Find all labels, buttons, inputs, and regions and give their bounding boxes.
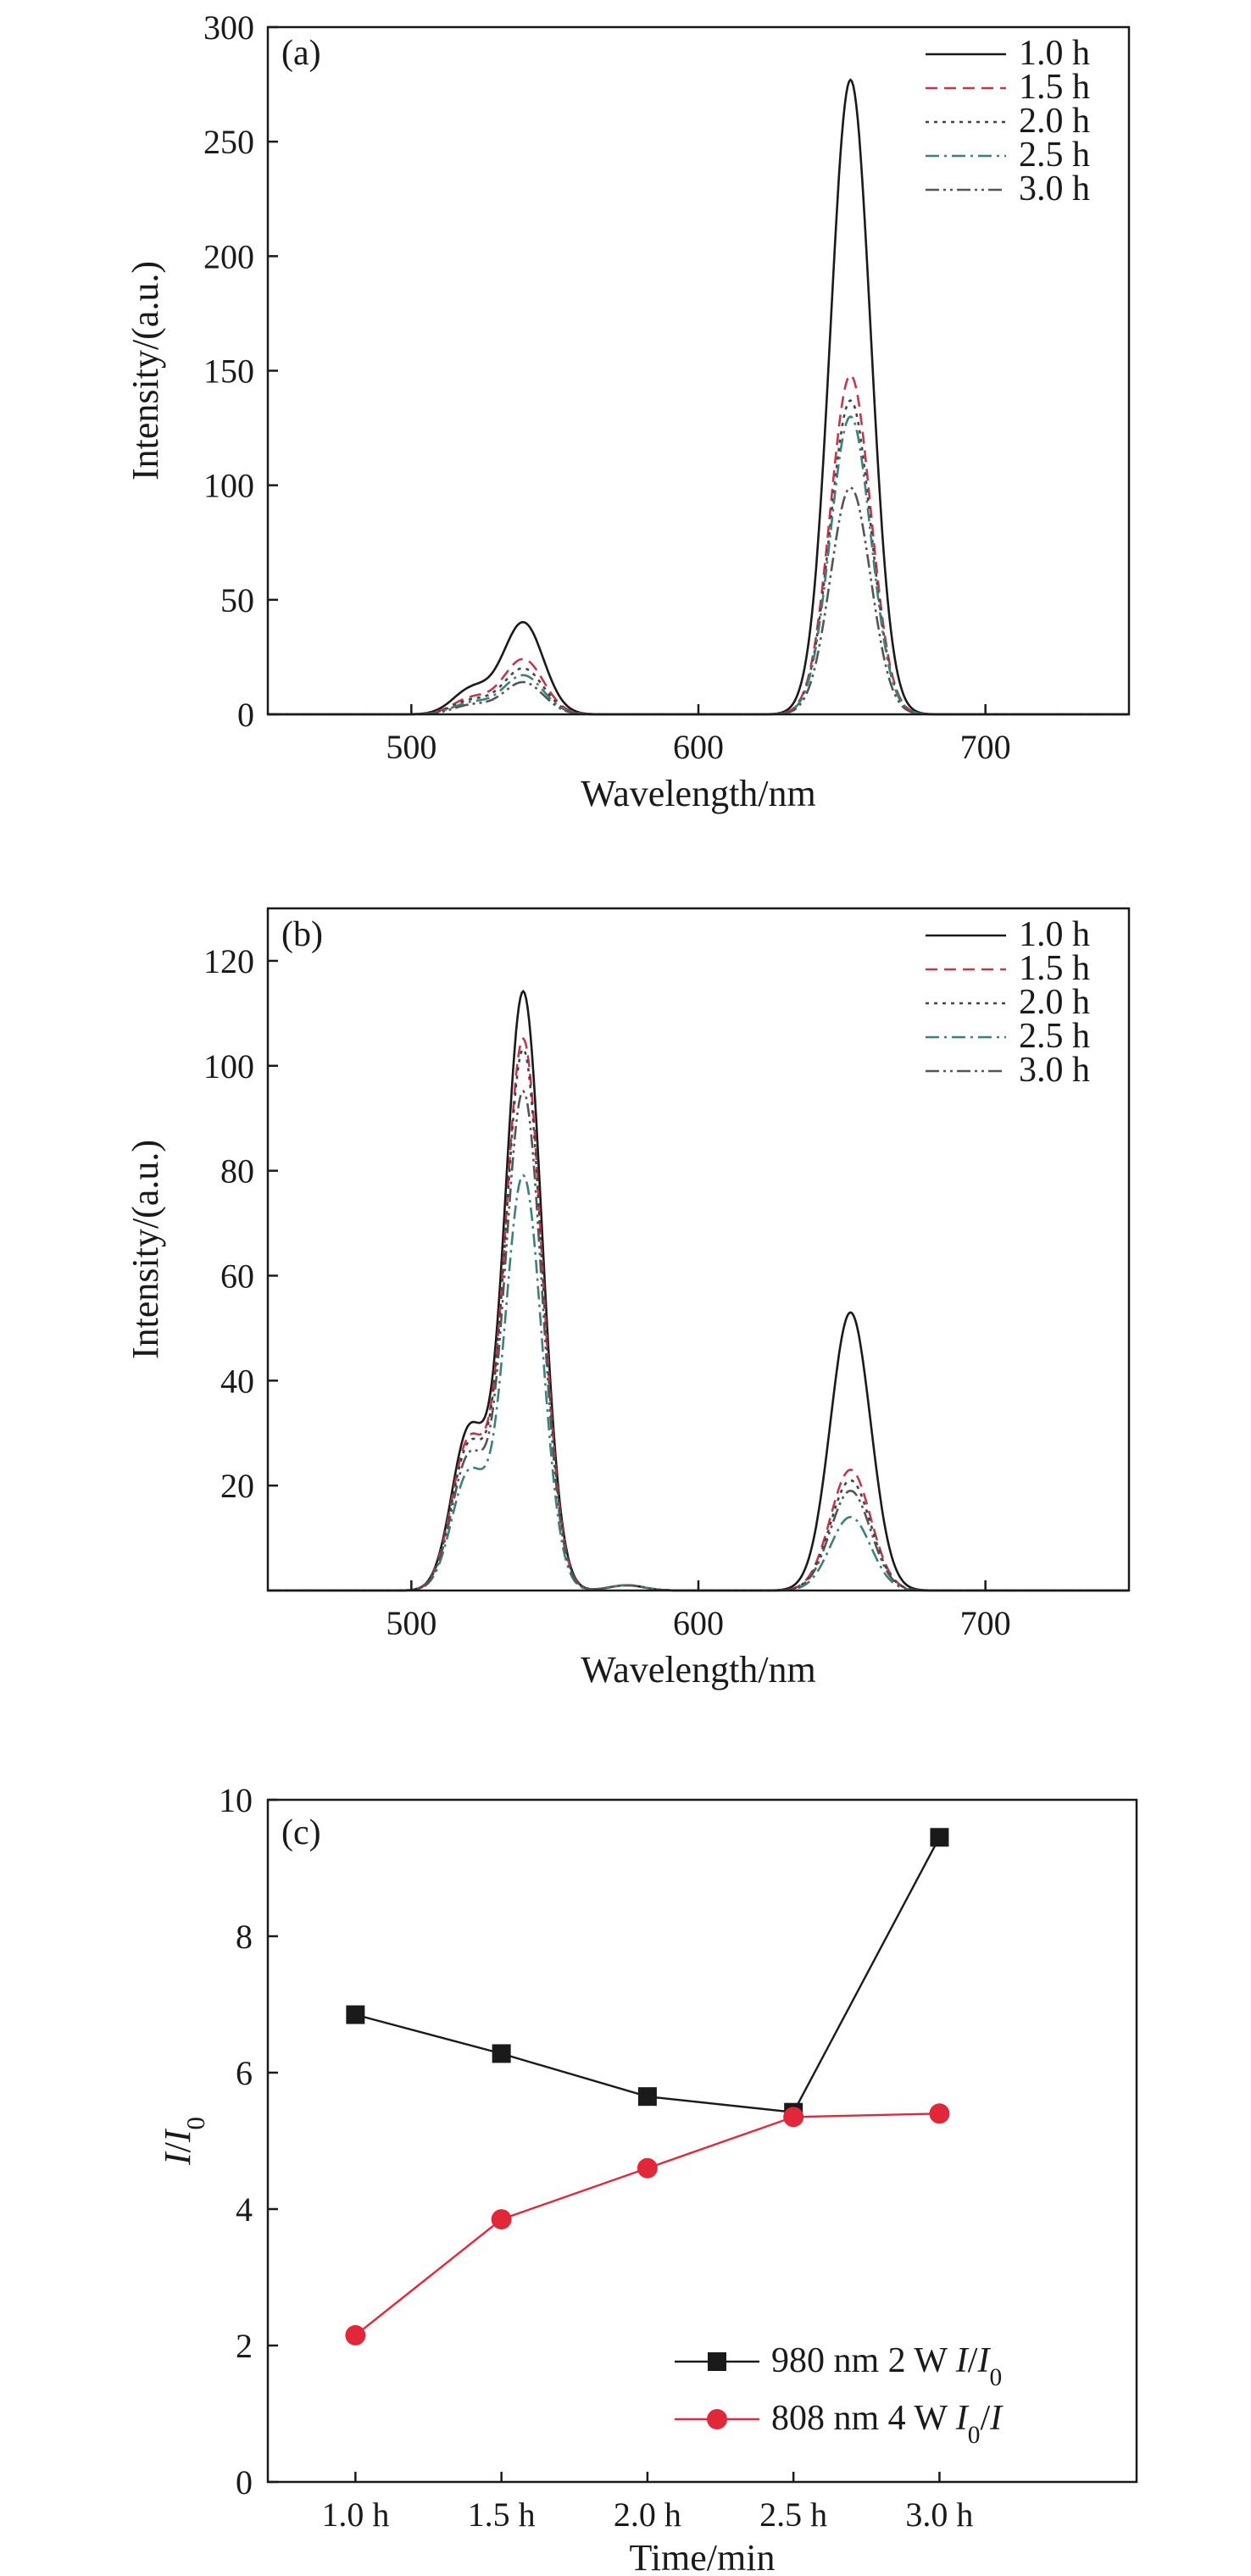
legend-label: 3.0 h: [1019, 1051, 1090, 1090]
plot-frame: [266, 1798, 1138, 2484]
y-tick-label: 0: [236, 2463, 253, 2501]
legend-marker: [707, 2409, 727, 2429]
y-tick-label: 6: [236, 2054, 253, 2092]
x-tick-label: 2.0 h: [614, 2496, 681, 2534]
legend-label: 1.5 h: [1019, 68, 1090, 107]
y-axis-title: I/I0: [157, 2117, 210, 2166]
y-axis-title: Intensity/(a.u.): [125, 1140, 166, 1359]
data-point-square: [637, 2087, 657, 2107]
y-tick-label: 300: [203, 8, 254, 47]
y-tick-label: 80: [220, 1152, 254, 1191]
x-tick-label: 500: [386, 728, 436, 766]
y-tick-label: 8: [236, 1918, 253, 1956]
legend-label: 1.0 h: [1019, 34, 1090, 73]
x-tick-label: 1.0 h: [321, 2496, 389, 2534]
y-tick-label: 4: [236, 2190, 253, 2229]
legend-label: 2.5 h: [1019, 1017, 1090, 1056]
data-point-circle: [929, 2103, 950, 2124]
x-tick-label: 2.5 h: [759, 2496, 827, 2534]
y-tick-label: 2: [236, 2327, 253, 2365]
data-point-square: [930, 1828, 949, 1847]
y-tick-label: 200: [203, 237, 254, 275]
y-axis-title: Intensity/(a.u.): [125, 261, 166, 480]
series-line: [354, 2112, 940, 2336]
series-line-3-0-h: [268, 1089, 1129, 1592]
panel-b-spectrum-chart: 500 600 700 20 40 60 80 100 120 Wavelength/nm Inte…: [125, 907, 1131, 1690]
x-tick-label: 500: [386, 1604, 436, 1642]
plot-frame: [266, 907, 1131, 1592]
x-tick-label: 600: [673, 1604, 724, 1642]
panel-label: (a): [281, 34, 321, 73]
y-tick-label: 50: [220, 581, 254, 619]
x-axis-title: Wavelength/nm: [581, 773, 816, 814]
y-tick-label: 150: [203, 353, 254, 391]
x-tick-label: 3.0 h: [905, 2496, 973, 2534]
x-tick-label: 600: [673, 728, 724, 766]
y-tick-label: 100: [203, 1047, 254, 1085]
legend-label: 1.0 h: [1019, 915, 1090, 954]
x-tick-label: 700: [960, 728, 1011, 766]
series-line-3-0-h: [268, 486, 1129, 716]
legend-marker: [708, 2352, 726, 2371]
y-tick-label: 10: [219, 1781, 253, 1819]
x-axis-title: Time/min: [630, 2537, 776, 2576]
x-axis-title: Wavelength/nm: [581, 1649, 816, 1690]
y-tick-label: 100: [203, 467, 254, 505]
y-tick-label: 120: [203, 942, 254, 980]
y-tick-label: 40: [220, 1362, 254, 1400]
legend-label: 2.0 h: [1019, 102, 1090, 141]
y-tick-label: 250: [203, 123, 254, 161]
data-point-square: [492, 2044, 511, 2063]
series-line-1-0-h: [268, 78, 1129, 716]
y-tick-label: 20: [220, 1467, 254, 1505]
series-line-1-5-h: [268, 1036, 1129, 1592]
legend-label: 2.0 h: [1019, 983, 1090, 1022]
legend-label: 1.5 h: [1019, 949, 1090, 988]
plot-frame: [266, 25, 1131, 716]
legend-label: 2.5 h: [1019, 136, 1090, 175]
x-tick-label: 700: [960, 1604, 1011, 1642]
legend-label: 3.0 h: [1019, 169, 1090, 208]
series-line-1-0-h: [268, 989, 1129, 1592]
data-point-circle: [783, 2107, 804, 2128]
panel-c-ratio-chart: 1.0 h 1.5 h 2.0 h 2.5 h 3.0 h 0 2 4 6 8 10 Time/min…: [157, 1781, 1138, 2576]
series-line-1-5-h: [268, 374, 1129, 716]
panel-a-spectrum-chart: 500 600 700 0 50 100 150 200 250 300 Wavelength/nm…: [125, 8, 1131, 814]
x-tick-label: 1.5 h: [468, 2496, 536, 2534]
series-line-2-0-h: [268, 399, 1129, 716]
panel-label: (b): [281, 915, 323, 954]
series-line: [355, 1836, 941, 2113]
panel-label: (c): [281, 1813, 321, 1852]
y-tick-label: 60: [220, 1257, 254, 1295]
y-tick-label: 0: [237, 696, 254, 734]
series-line-2-5-h: [268, 415, 1129, 716]
legend-label: 980 nm 2 W I/I0: [771, 2341, 1002, 2391]
data-point-circle: [491, 2209, 512, 2230]
data-point-circle: [637, 2157, 658, 2179]
legend-label: 808 nm 4 W I0/I: [771, 2399, 1004, 2449]
data-point-square: [346, 2005, 365, 2024]
data-point-circle: [345, 2324, 366, 2346]
series-line-2-0-h: [268, 1047, 1129, 1592]
series-line-2-5-h: [268, 1174, 1129, 1592]
